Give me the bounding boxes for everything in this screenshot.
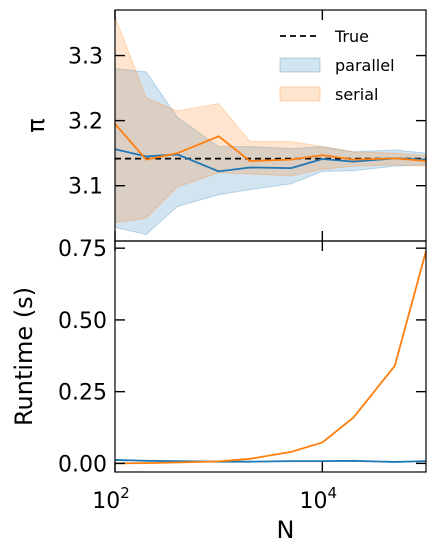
serial-band: [115, 16, 426, 224]
serial-pi-line: [115, 123, 426, 162]
parallel-runtime-line: [115, 459, 426, 463]
runtime-ytick-label: 0.25: [58, 381, 107, 406]
legend-parallel-swatch: [279, 57, 321, 73]
serial-runtime-line: [115, 250, 426, 465]
pi-ytick-label: 3.1: [68, 175, 103, 200]
pi-ylabel: π: [22, 118, 50, 132]
runtime-ylabel: Runtime (s): [10, 287, 38, 426]
xtick-exponent: 4: [328, 484, 338, 502]
legend-parallel-label: parallel: [335, 56, 395, 75]
pi-confidence-bands: [115, 16, 426, 236]
parallel-pi-line: [115, 148, 426, 173]
runtime-series-lines: [115, 250, 426, 465]
parallel-band: [115, 68, 426, 236]
legend-true-label: True: [334, 27, 369, 46]
runtime-axes-frame: [114, 240, 427, 473]
runtime-ytick-label: 0.75: [58, 237, 107, 262]
legend-serial-label: serial: [335, 85, 378, 104]
runtime-xlabel: N: [277, 516, 295, 544]
xtick-exponent: 2: [120, 484, 130, 502]
runtime-ytick-label: 0.00: [58, 452, 107, 477]
pi-estimate-panel: 3.1 3.2 3.3 π True parallel serial: [22, 9, 427, 242]
pi-series-lines: [115, 123, 426, 173]
xtick-base: 10: [300, 489, 328, 514]
runtime-xtick-label: 102: [92, 484, 130, 514]
pi-ytick-label: 3.3: [68, 45, 103, 70]
runtime-xtick-label: 104: [300, 484, 338, 514]
xtick-base: 10: [92, 489, 120, 514]
legend-serial-swatch: [279, 86, 321, 102]
runtime-ytick-label: 0.50: [58, 309, 107, 334]
pi-ytick-label: 3.2: [68, 110, 103, 135]
pi-legend: True parallel serial: [279, 27, 395, 104]
